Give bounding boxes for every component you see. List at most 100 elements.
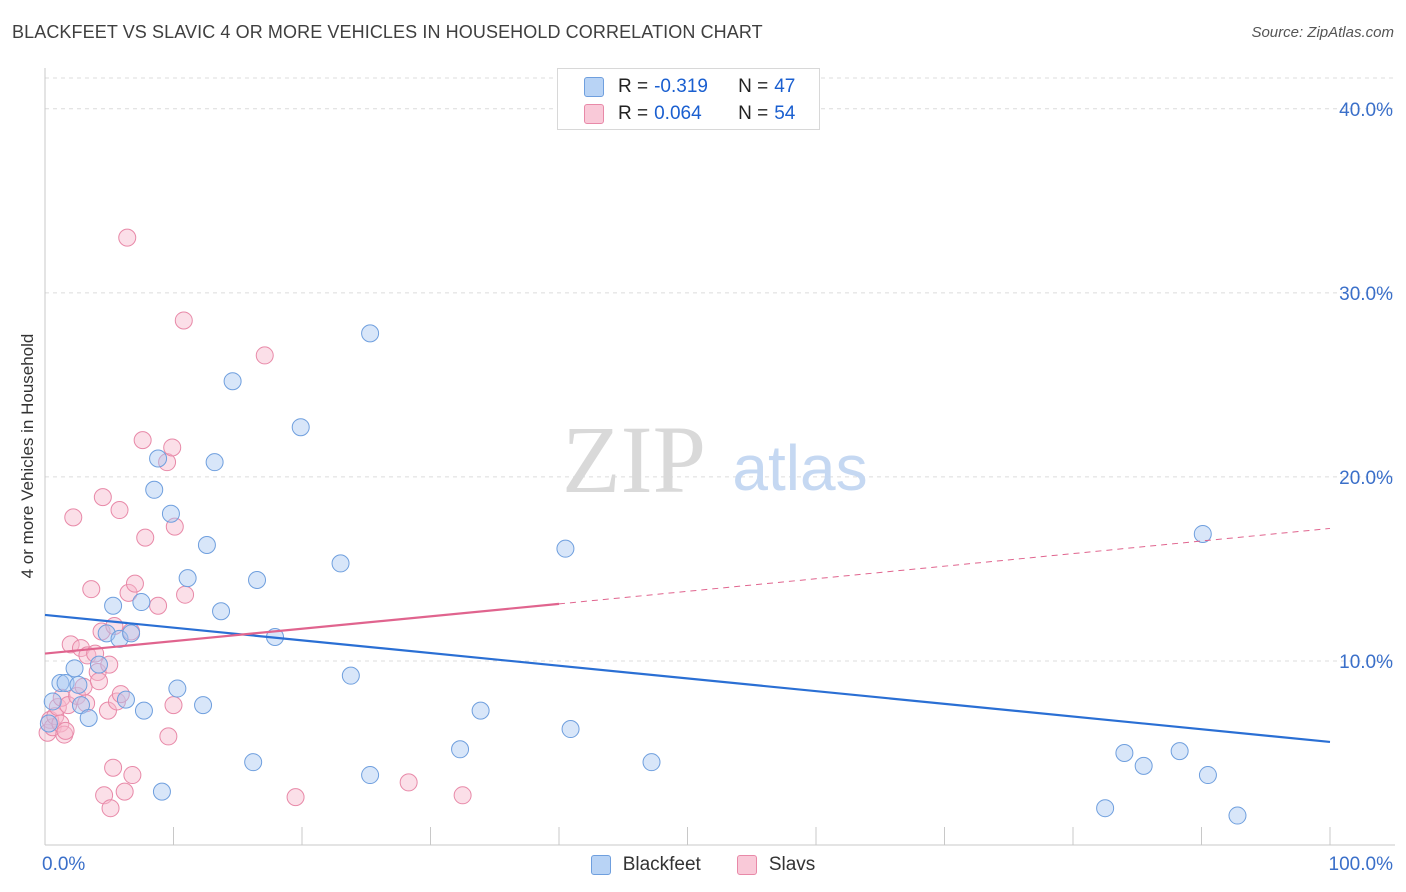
source-credit: Source: ZipAtlas.com: [1251, 24, 1394, 41]
blackfeet-point: [556, 539, 575, 558]
blackfeet-point: [197, 536, 216, 555]
y-tick-label: 30.0%: [1339, 284, 1393, 305]
slavs-point: [125, 574, 144, 593]
slavs-point: [159, 727, 178, 746]
blackfeet-point: [1096, 799, 1115, 818]
legend-r-value: 0.064: [654, 103, 702, 124]
legend-n-value: 54: [774, 103, 796, 124]
blackfeet-point: [212, 602, 231, 621]
blackfeet-point: [194, 696, 213, 715]
slavs-point: [88, 662, 107, 681]
slavs-swatch: [736, 855, 757, 875]
chart-title: BLACKFEET VS SLAVIC 4 OR MORE VEHICLES I…: [12, 22, 763, 42]
blackfeet-point: [149, 449, 168, 468]
blackfeet-point: [122, 624, 141, 643]
legend-n-label: N =: [738, 103, 769, 124]
slavs-point: [110, 501, 129, 520]
blackfeet-point: [69, 675, 88, 694]
slavs-point: [136, 528, 155, 547]
blackfeet-point: [161, 504, 180, 523]
slavs-point: [101, 799, 120, 818]
legend-r-label: R =: [618, 76, 649, 97]
blackfeet-points: [39, 324, 1247, 825]
legend-slavs-label: Slavs: [768, 854, 816, 875]
watermark-atlas: atlas: [732, 432, 867, 504]
gridlines: [45, 77, 1395, 662]
blackfeet-point: [1134, 756, 1153, 775]
x-tick-label: 0.0%: [42, 854, 85, 875]
blackfeet-point: [43, 692, 62, 711]
blackfeet-swatch: [584, 77, 604, 97]
slavs-point: [118, 228, 137, 247]
blackfeet-point: [361, 324, 380, 343]
slavs-point: [163, 438, 182, 457]
legend-row-blackfeet: R = -0.319 N = 47: [584, 74, 795, 100]
blackfeet-point: [244, 753, 263, 772]
blackfeet-point: [1193, 524, 1212, 543]
slavs-point: [115, 782, 134, 801]
axes: [44, 68, 1395, 846]
y-tick-label: 40.0%: [1339, 100, 1393, 121]
blackfeet-point: [1198, 766, 1217, 785]
blackfeet-point: [205, 453, 224, 472]
series-legend: Blackfeet Slavs: [0, 852, 1406, 878]
blackfeet-point: [1115, 743, 1134, 762]
y-tick-label: 20.0%: [1339, 468, 1393, 489]
slavs-point: [111, 685, 130, 704]
blackfeet-point: [79, 709, 98, 728]
slavs-point: [56, 721, 75, 740]
blackfeet-point: [471, 701, 490, 720]
slavs-points: [38, 228, 472, 818]
slavs-point: [133, 431, 152, 450]
blackfeet-trend-line: [44, 613, 1331, 744]
legend-item-blackfeet[interactable]: Blackfeet: [590, 852, 701, 878]
correlation-legend: R = -0.319 N = 47 R = 0.064 N = 54: [557, 68, 820, 130]
slavs-point: [64, 508, 83, 527]
blackfeet-point: [116, 690, 135, 709]
slavs-point: [82, 580, 101, 599]
slavs-point: [399, 773, 418, 792]
blackfeet-point: [132, 593, 151, 612]
legend-blackfeet-label: Blackfeet: [622, 854, 701, 875]
blackfeet-point: [152, 782, 171, 801]
blackfeet-swatch: [590, 855, 611, 875]
slavs-point: [149, 596, 168, 615]
blackfeet-point: [168, 679, 187, 698]
slavs-point: [119, 583, 138, 602]
legend-item-slavs[interactable]: Slavs: [736, 852, 816, 878]
blackfeet-point: [178, 569, 197, 588]
blackfeet-point: [331, 554, 350, 573]
slavs-point: [286, 788, 305, 807]
slavs-point: [98, 701, 117, 720]
blackfeet-point: [65, 659, 84, 678]
tick-labels: 10.0% 20.0% 30.0% 40.0% 0.0% 100.0%: [42, 100, 1393, 875]
blackfeet-point: [561, 720, 580, 739]
blackfeet-point: [1228, 806, 1247, 825]
blackfeet-point: [104, 596, 123, 615]
blackfeet-point: [134, 701, 153, 720]
slavs-point: [176, 585, 195, 604]
blackfeet-point: [39, 714, 58, 733]
slavs-point: [123, 766, 142, 785]
slavs-point: [59, 696, 78, 715]
slavs-point: [104, 758, 123, 777]
legend-row-slavs: R = 0.064 N = 54: [584, 101, 795, 127]
slavs-trend-line: [44, 602, 560, 655]
blackfeet-point: [451, 740, 470, 759]
slavs-point: [164, 696, 183, 715]
blackfeet-point: [89, 655, 108, 674]
blackfeet-point: [223, 372, 242, 391]
slavs-point: [255, 346, 274, 365]
blackfeet-point: [51, 674, 70, 693]
legend-r-label: R =: [618, 103, 649, 124]
watermark: ZIP atlas: [562, 406, 868, 513]
slavs-swatch: [584, 104, 604, 124]
x-tick-label: 100.0%: [1329, 854, 1394, 875]
slavs-point: [71, 639, 90, 658]
slavs-point: [89, 672, 108, 691]
legend-r-value: -0.319: [654, 76, 708, 97]
trend-lines: [44, 527, 1331, 744]
slavs-point: [93, 488, 112, 507]
slavs-point: [174, 311, 193, 330]
